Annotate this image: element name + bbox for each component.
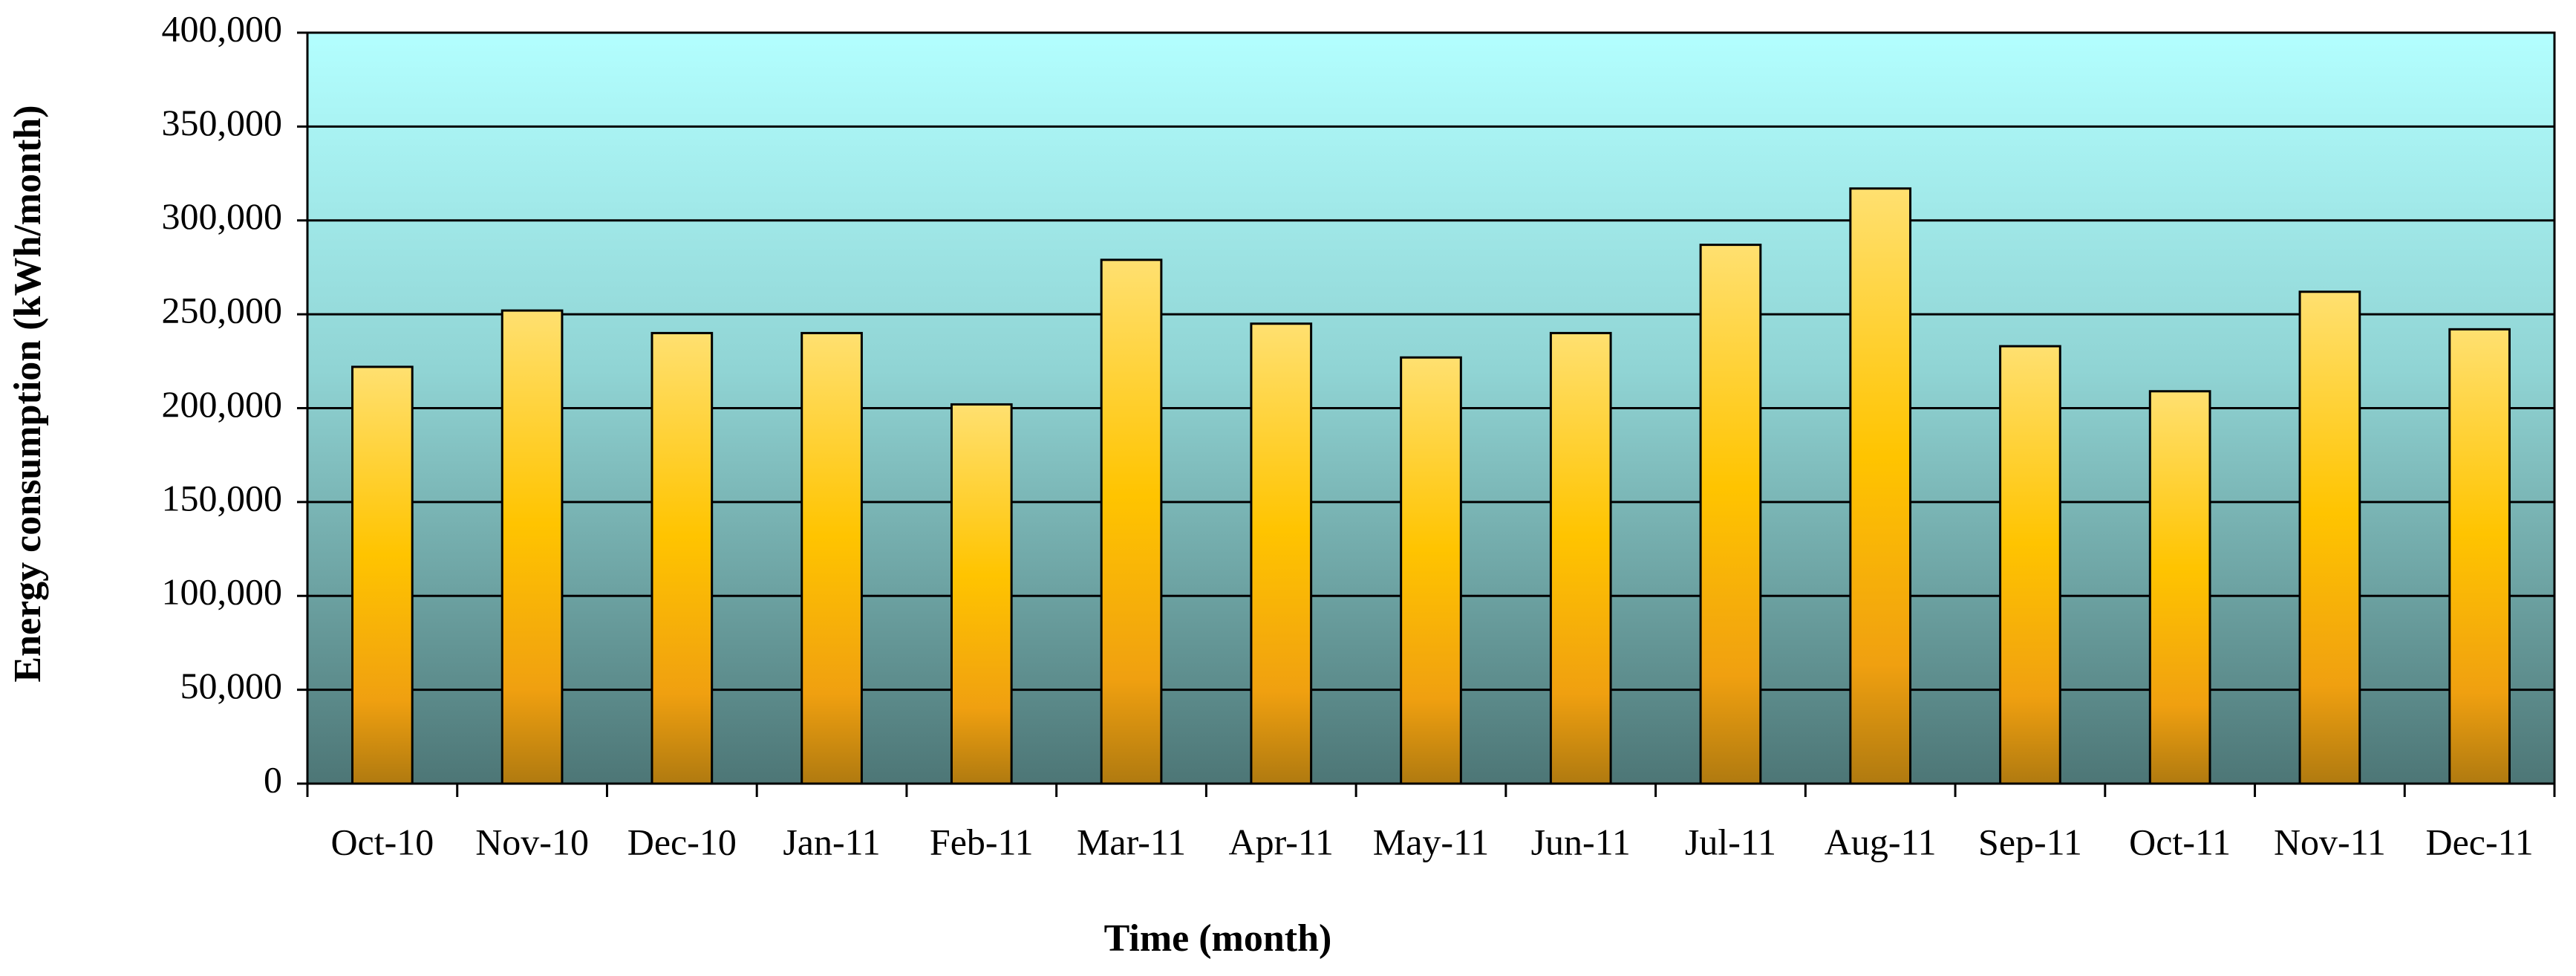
x-tick-label: Apr-11 — [1228, 821, 1334, 862]
x-tick-label: Dec-11 — [2425, 821, 2533, 862]
x-tick-label: May-11 — [1373, 821, 1489, 862]
bar — [1999, 345, 2061, 785]
x-tick-label: Jun-11 — [1531, 821, 1631, 862]
bar — [1849, 187, 1912, 785]
bar — [650, 331, 714, 785]
x-tick-label: Dec-10 — [627, 821, 737, 862]
bar — [2298, 290, 2361, 785]
y-tick-label: 100,000 — [162, 571, 283, 613]
bar — [1699, 244, 1762, 785]
bar — [1549, 331, 1612, 785]
y-tick-label: 350,000 — [162, 102, 283, 143]
bar — [1400, 356, 1462, 785]
x-tick-label: Feb-11 — [930, 821, 1034, 862]
x-tick-label: Oct-11 — [2129, 821, 2231, 862]
y-tick-label: 250,000 — [162, 290, 283, 331]
x-tick-label: Sep-11 — [1978, 821, 2082, 862]
x-tick-label: Nov-10 — [475, 821, 589, 862]
y-tick-label: 50,000 — [180, 665, 283, 706]
y-tick-label: 300,000 — [162, 195, 283, 237]
bar — [2148, 390, 2211, 785]
x-tick-label: Jan-11 — [783, 821, 880, 862]
bar — [800, 331, 863, 785]
y-axis-title: Energy consumption (kWh/month) — [7, 105, 49, 682]
x-tick-label: Jul-11 — [1685, 821, 1776, 862]
y-tick-label: 0 — [264, 758, 282, 800]
bar — [351, 365, 414, 785]
x-tick-label: Mar-11 — [1077, 821, 1186, 862]
x-axis-title: Time (month) — [1104, 917, 1332, 960]
y-tick-label: 150,000 — [162, 477, 283, 518]
bar — [2448, 328, 2511, 785]
x-tick-label: Nov-11 — [2274, 821, 2386, 862]
bar — [500, 309, 564, 785]
bar — [1250, 322, 1313, 785]
x-tick-label: Oct-10 — [330, 821, 434, 862]
y-tick-label: 200,000 — [162, 383, 283, 425]
bar — [950, 403, 1013, 785]
bar — [1100, 258, 1163, 785]
x-tick-label: Aug-11 — [1825, 821, 1937, 862]
y-tick-label: 400,000 — [162, 7, 283, 49]
